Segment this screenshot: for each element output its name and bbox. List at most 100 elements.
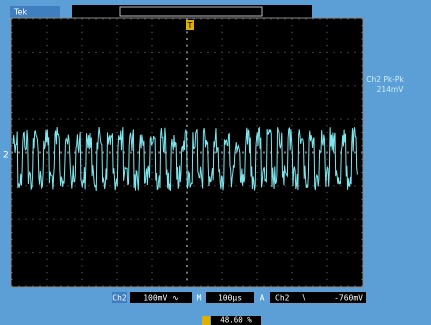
grid-dot <box>208 19 209 20</box>
grid-dot <box>26 252 27 253</box>
grid-dot <box>292 212 293 213</box>
grid-dot <box>257 172 258 173</box>
grid-dot <box>11 152 13 154</box>
grid-dot <box>152 79 153 80</box>
grid-dot <box>82 39 83 40</box>
grid-dot <box>26 119 27 120</box>
grid-dot <box>12 32 13 33</box>
grid-dot <box>222 232 223 233</box>
grid-dot <box>82 232 83 233</box>
grid-dot <box>39 152 41 154</box>
grid-dot <box>138 286 139 287</box>
grid-dot <box>159 252 160 253</box>
grid-dot <box>152 92 153 93</box>
grid-dot <box>131 286 132 287</box>
grid-dot <box>152 259 153 260</box>
grid-dot <box>229 52 230 53</box>
grid-dot <box>47 145 48 146</box>
grid-dot <box>362 172 363 173</box>
grid-dot <box>348 252 349 253</box>
grid-dot <box>88 152 90 154</box>
grid-dot <box>26 219 27 220</box>
grid-dot <box>327 125 328 126</box>
grid-dot <box>348 286 349 287</box>
grid-dot <box>250 252 251 253</box>
grid-dot <box>326 152 328 154</box>
grid-dot <box>19 252 20 253</box>
grid-dot <box>33 219 34 220</box>
grid-dot <box>222 192 223 193</box>
grid-dot <box>334 52 335 53</box>
grid-dot <box>82 52 83 53</box>
grid-dot <box>292 239 293 240</box>
grid-dot <box>47 79 48 80</box>
grid-dot <box>82 212 83 213</box>
grid-dot <box>194 85 195 86</box>
grid-dot <box>208 119 209 120</box>
status-scale: 100mV ∿ <box>143 294 179 303</box>
grid-dot <box>264 252 265 253</box>
grid-dot <box>40 252 41 253</box>
grid-dot <box>145 119 146 120</box>
grid-dot <box>47 19 48 20</box>
grid-dot <box>124 52 125 53</box>
grid-dot <box>33 185 34 186</box>
grid-dot <box>47 286 48 287</box>
grid-dot <box>257 105 258 106</box>
grid-dot <box>166 252 167 253</box>
grid-dot <box>117 245 118 246</box>
grid-dot <box>173 185 174 186</box>
grid-dot <box>327 45 328 46</box>
grid-dot <box>242 152 244 154</box>
grid-dot <box>47 172 48 173</box>
grid-dot <box>186 18 188 20</box>
grid-dot <box>89 185 90 186</box>
grid-dot <box>222 99 223 100</box>
grid-dot <box>222 145 223 146</box>
grid-dot <box>110 52 111 53</box>
grid-dot <box>292 259 293 260</box>
grid-dot <box>117 232 118 233</box>
grid-dot <box>12 99 13 100</box>
grid-dot <box>68 19 69 20</box>
position-icon <box>202 316 210 325</box>
grid-dot <box>215 219 216 220</box>
grid-dot <box>222 165 223 166</box>
grid-dot <box>12 92 13 93</box>
grid-dot <box>68 85 69 86</box>
grid-dot <box>222 119 223 120</box>
grid-dot <box>47 279 48 280</box>
grid-dot <box>152 99 153 100</box>
grid-dot <box>257 199 258 200</box>
grid-dot <box>243 219 244 220</box>
grid-dot <box>243 19 244 20</box>
grid-dot <box>110 219 111 220</box>
grid-dot <box>82 99 83 100</box>
grid-dot <box>145 219 146 220</box>
grid-dot <box>208 185 209 186</box>
grid-dot <box>292 132 293 133</box>
brand: Tek <box>13 8 27 17</box>
grid-dot <box>82 205 83 206</box>
grid-dot <box>243 85 244 86</box>
grid-dot <box>285 252 286 253</box>
grid-dot <box>152 265 153 266</box>
grid-dot <box>292 245 293 246</box>
grid-dot <box>201 286 202 287</box>
grid-dot <box>292 232 293 233</box>
grid-dot <box>12 52 13 53</box>
grid-dot <box>166 85 167 86</box>
grid-dot <box>299 119 300 120</box>
grid-dot <box>362 205 363 206</box>
grid-dot <box>362 79 363 80</box>
grid-dot <box>33 85 34 86</box>
grid-dot <box>138 119 139 120</box>
grid-dot <box>124 286 125 287</box>
grid-dot <box>159 52 160 53</box>
timebase: 100µs <box>218 294 242 303</box>
grid-dot <box>222 139 223 140</box>
grid-dot <box>292 252 293 253</box>
grid-dot <box>152 279 153 280</box>
grid-dot <box>12 72 13 73</box>
grid-dot <box>117 39 118 40</box>
